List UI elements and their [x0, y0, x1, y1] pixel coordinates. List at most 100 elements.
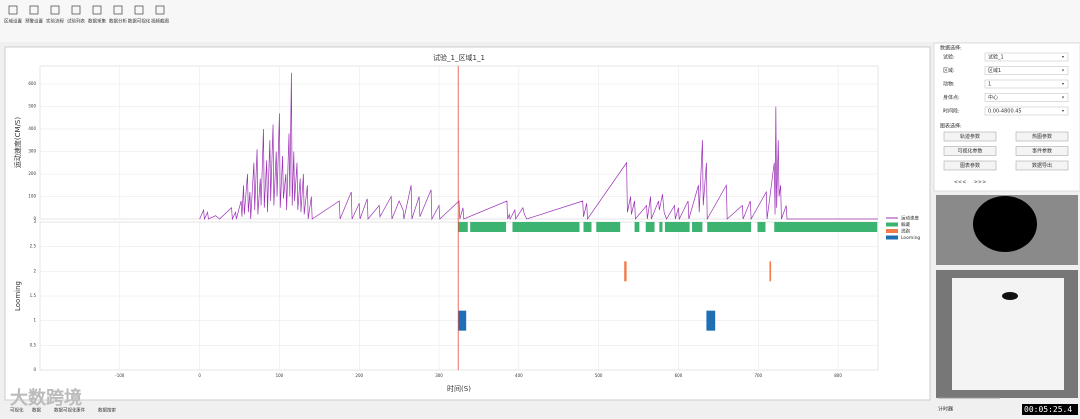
button-label[interactable]: 事件参数 [1032, 148, 1052, 155]
event-bar [470, 222, 507, 232]
tab[interactable]: 可视化 [10, 407, 24, 414]
field-value[interactable]: 0.00-4800.45 [988, 109, 1022, 115]
button[interactable] [943, 146, 997, 156]
speed-line [199, 72, 878, 221]
tab[interactable]: 事件 [76, 407, 85, 414]
button[interactable] [1015, 160, 1069, 171]
dropdown-arrow: ▾ [1062, 81, 1064, 86]
field-label: 动物: [943, 81, 955, 88]
chart-title: 试验_1_区域1_1 [433, 53, 485, 62]
field-box[interactable] [984, 79, 1069, 89]
x-tick-label: 300 [435, 373, 443, 378]
tab[interactable]: 数据 [32, 407, 41, 414]
tool-label[interactable]: 数据分析 [109, 18, 127, 25]
legend-label: 逃跑 [901, 228, 910, 235]
event-bar [692, 222, 703, 232]
tool-label[interactable]: 区域设置 [4, 18, 22, 25]
legend-label: Looming [901, 235, 920, 241]
tool-label[interactable]: 试验列表 [67, 18, 85, 25]
y-tick-label: 600 [28, 81, 36, 86]
slider-label: 计时器 [938, 406, 953, 413]
dropdown-arrow: ▾ [1062, 54, 1064, 59]
tool-icon[interactable] [92, 5, 102, 15]
tool-icon[interactable] [113, 5, 123, 15]
event-bar [769, 261, 772, 282]
chart-select-title: 图表选择: [940, 123, 962, 130]
event-bar [596, 222, 621, 232]
legend-label: 运动速度 [901, 215, 919, 222]
tool-label[interactable]: 视频截图 [151, 18, 169, 25]
event-bar [664, 222, 690, 232]
tool-icon[interactable] [134, 5, 144, 15]
field-value[interactable]: 试验_1 [988, 54, 1004, 61]
event-bar [634, 222, 640, 232]
x-tick-label: -100 [115, 373, 125, 378]
y-tick-label: 200 [28, 171, 36, 176]
y-tick-label: 400 [28, 126, 36, 131]
x-tick-label: 100 [276, 373, 284, 378]
field-label: 身体点: [943, 94, 960, 101]
y-tick-label: 100 [28, 194, 36, 199]
y-tick-label: 2 [33, 268, 36, 273]
button-label[interactable]: 轨迹参数 [960, 133, 980, 140]
y-tick-label: 0 [33, 367, 36, 372]
x-tick-label: 0 [198, 373, 201, 378]
button-label[interactable]: 数据导出 [1032, 162, 1052, 169]
event-bar [774, 222, 878, 232]
watermark: 大数跨境 [10, 387, 82, 409]
event-bar [645, 222, 655, 232]
tool-label[interactable]: 数据采集 [88, 18, 106, 25]
button-label[interactable]: 图表参数 [960, 162, 980, 169]
field-value[interactable]: 区域1 [988, 67, 1001, 74]
dropdown-arrow: ▾ [1062, 108, 1064, 113]
event-bar [624, 261, 627, 282]
y-tick-label: 500 [28, 104, 36, 109]
timecode-box [1022, 404, 1078, 415]
y-axis-label: Looming [14, 281, 22, 311]
field-label: 区域: [943, 67, 955, 74]
event-bar [458, 310, 467, 331]
event-bar [458, 222, 468, 232]
tool-icon[interactable] [8, 5, 18, 15]
field-box[interactable] [984, 66, 1069, 75]
button[interactable] [943, 131, 997, 142]
y-tick-label: 3 [33, 219, 36, 224]
dropdown-arrow: ▾ [1062, 95, 1064, 100]
y-tick-label: 2.5 [30, 244, 37, 249]
button-label[interactable]: 热图参数 [1032, 133, 1052, 140]
button-label[interactable]: 可视化参数 [957, 148, 982, 155]
tool-label[interactable]: 数据可视化 [128, 18, 151, 25]
tab[interactable]: 数据可视化 [54, 407, 77, 414]
y-axis-label: 运动速度(CM/S) [13, 117, 22, 168]
nav-button[interactable]: <<< [954, 180, 967, 186]
tool-icon[interactable] [29, 5, 39, 15]
button[interactable] [943, 160, 997, 171]
button[interactable] [1015, 131, 1069, 142]
field-box[interactable] [984, 106, 1069, 116]
x-axis-label: 时间(S) [447, 384, 471, 393]
button[interactable] [1015, 146, 1069, 156]
event-bar [583, 222, 592, 232]
tool-icon[interactable] [50, 5, 60, 15]
field-box[interactable] [984, 52, 1069, 62]
tab[interactable]: 数据搜索 [98, 407, 116, 414]
tool-label[interactable]: 预警设置 [25, 18, 43, 25]
legend-swatch [886, 222, 898, 227]
x-tick-label: 400 [515, 373, 523, 378]
legend-swatch [886, 229, 898, 233]
field-value[interactable]: 中心 [988, 94, 998, 101]
x-tick-label: 200 [355, 373, 363, 378]
field-box[interactable] [984, 93, 1069, 102]
arena [973, 196, 1037, 252]
tool-label[interactable]: 实验流程 [46, 18, 64, 25]
tool-icon[interactable] [71, 5, 81, 15]
animal [1002, 292, 1018, 300]
tool-icon[interactable] [155, 5, 165, 15]
x-tick-label: 600 [675, 373, 683, 378]
event-bar [706, 310, 716, 331]
nav-button[interactable]: >>> [974, 180, 987, 186]
data-title: 数据选择: [940, 45, 962, 52]
field-value[interactable]: 1 [988, 82, 991, 88]
